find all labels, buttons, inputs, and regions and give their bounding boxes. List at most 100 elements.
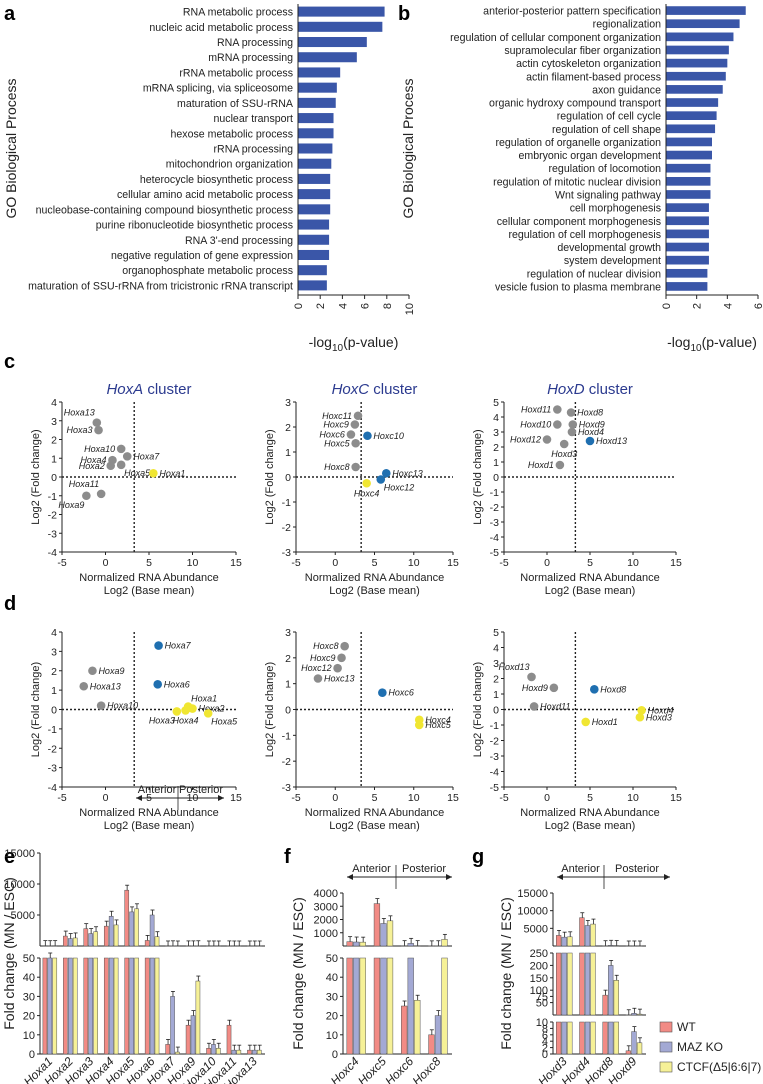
chart-c2: -5 0 5 10 15 -3 -2 -1 0 1 2 3 Normalized RNA Abundan… — [264, 381, 459, 597]
x-tick-label: 5 — [146, 557, 152, 569]
point-label: Hoxd3 — [646, 712, 672, 722]
point-label: Hoxd1 — [592, 717, 618, 727]
point-label: Hoxd8 — [577, 408, 603, 418]
bar-hoxd8-1 — [608, 965, 614, 1016]
bar-hoxd3-1 — [561, 1021, 567, 1055]
point-label: Hoxc8 — [324, 462, 350, 472]
category-label: actin filament-based process — [526, 71, 661, 83]
category-label: regulation of cell shape — [552, 124, 661, 136]
x-tick-label: 2 — [692, 303, 704, 309]
bar-hoxd3-0 — [556, 952, 562, 1016]
point-hoxa10 — [116, 444, 126, 454]
y-axis-label: Log2 (Fold change) — [472, 429, 484, 524]
x-tick-label: 10 — [627, 792, 639, 804]
bar-hoxd3-0 — [556, 935, 562, 947]
anterior-label: Anterior — [352, 863, 391, 875]
y-tick-label: 20 — [23, 1011, 35, 1023]
bar-hoxa2-1 — [67, 957, 73, 1055]
y-tick-label: -3 — [48, 528, 57, 540]
point-label: Hoxc4 — [354, 488, 380, 498]
bar-hoxd4-0 — [579, 917, 585, 947]
x-axis-label: Normalized RNA Abundance — [305, 572, 444, 584]
point-hoxc11 — [353, 411, 363, 421]
y-axis-label: Log2 (Fold change) — [30, 429, 42, 524]
point-label: Hoxa2 — [79, 461, 105, 471]
bar-hoxd3-2 — [567, 952, 573, 1016]
bar-hoxa6-2 — [154, 957, 160, 1055]
chart-c3: -5 0 5 10 15 -5 -4 -3 -2 -1 0 1 2 3 4 5 Normalized RNA A… — [472, 381, 682, 597]
category-label: rRNA metabolic process — [179, 67, 293, 79]
y-tick-label: 1 — [285, 679, 291, 691]
bar-b-17 — [666, 229, 709, 239]
y-tick-label: 1 — [51, 453, 57, 465]
x-tick-label: -5 — [57, 557, 66, 569]
y-tick-label: -1 — [490, 487, 499, 499]
point-hoxa13 — [79, 681, 89, 691]
x-axis-label-2: Log2 (Base mean) — [104, 585, 195, 597]
x-tick-label: 2 — [315, 303, 327, 309]
point-hoxc8 — [351, 462, 360, 472]
point-hoxd1 — [555, 460, 565, 470]
bar-hoxc4-2 — [359, 957, 366, 1055]
y-tick-label: 2 — [542, 1043, 548, 1055]
bar-b-13 — [666, 177, 711, 186]
x-axis-label: Normalized RNA Abundance — [305, 807, 444, 819]
category-label: regulation of cell morphogenesis — [508, 229, 661, 241]
y-tick-label: 0 — [493, 705, 499, 717]
x-axis-label-2: Log2 (Base mean) — [329, 585, 420, 597]
category-label: system development — [564, 255, 661, 267]
bar-hoxd8-0 — [602, 994, 608, 1016]
point-hoxa1 — [149, 468, 158, 478]
bar-hoxc4-1 — [353, 957, 360, 1055]
y-tick-label: 40 — [326, 972, 338, 984]
y-tick-label: 2 — [285, 422, 291, 434]
x-tick-label: 0 — [103, 557, 109, 569]
x-tick-label: 10 — [187, 557, 199, 569]
x-tick-label: -5 — [57, 792, 66, 804]
x-axis-label-2: Log2 (Base mean) — [545, 585, 636, 597]
x-tick-label: 0 — [103, 792, 109, 804]
bar-hoxd4-0 — [579, 1021, 585, 1055]
bar-a-0 — [298, 6, 385, 17]
bar-hoxa3-2 — [93, 957, 98, 1055]
category-label: cell morphogenesis — [570, 203, 661, 215]
legend-label: MAZ KO — [677, 1040, 723, 1054]
anterior-label: Anterior — [138, 784, 177, 796]
category-label: regionalization — [593, 19, 661, 31]
bar-hoxc5-0 — [373, 903, 381, 947]
bar-hoxc5-2 — [386, 957, 394, 1055]
bar-hoxd4-2 — [590, 923, 596, 947]
point-hoxc10 — [363, 431, 372, 441]
bar-hoxd9-1 — [631, 1031, 637, 1055]
category-label: negative regulation of gene expression — [111, 250, 293, 262]
x-tick-label: 10 — [627, 557, 639, 569]
x-tick-label: 15 — [447, 557, 459, 569]
bar-hoxa2-2 — [72, 957, 78, 1055]
category-label: regulation of cell cycle — [557, 111, 661, 123]
x-tick-label: 15 — [230, 792, 242, 804]
y-tick-label: -1 — [48, 491, 57, 503]
bar-hoxd4-2 — [590, 1021, 596, 1055]
point-hoxd11 — [529, 702, 539, 711]
point-hoxa9 — [88, 666, 97, 676]
point-hoxd11 — [553, 405, 562, 414]
x-tick-label: 6 — [360, 303, 372, 309]
y-tick-label: 250 — [530, 948, 548, 960]
category-label: RNA metabolic process — [183, 7, 293, 19]
bar-hoxd9-0 — [625, 1050, 632, 1055]
point-label: Hoxa10 — [107, 701, 138, 711]
point-label: Hoxa9 — [58, 500, 84, 510]
point-hoxd10 — [553, 420, 562, 429]
legend-swatch-1 — [659, 1041, 673, 1053]
bar-hoxa6-0 — [144, 940, 150, 947]
category-label: nuclear transport — [214, 113, 294, 125]
point-hoxc12 — [376, 475, 386, 484]
bar-hoxa13-1 — [252, 1049, 257, 1055]
y-tick-label: 1 — [493, 689, 499, 701]
y-tick-label: 1 — [51, 685, 57, 697]
y-tick-label: 0 — [332, 1049, 338, 1061]
category-label: maturation of SSU-rRNA from tricistronic… — [28, 280, 293, 292]
point-hoxa2 — [106, 461, 116, 471]
point-hoxc8 — [340, 641, 349, 651]
point-hoxc5 — [414, 720, 424, 730]
